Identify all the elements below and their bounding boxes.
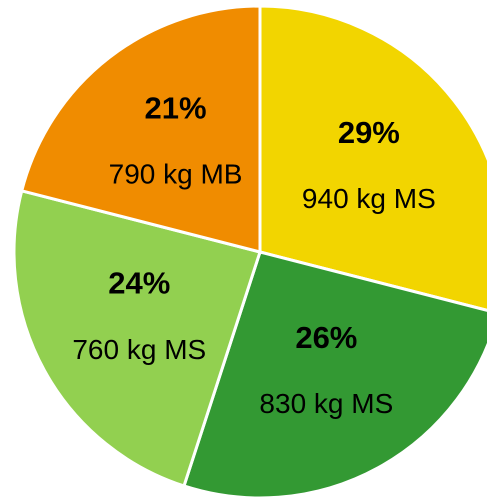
pie-slice <box>19 4 262 254</box>
slice-label: 790 kg MB <box>109 159 243 190</box>
slice-percent: 29% <box>338 115 400 150</box>
slice-percent: 26% <box>295 320 357 355</box>
slice-label: 940 kg MS <box>302 183 436 214</box>
pie-slice <box>182 250 487 497</box>
slice-percent: 24% <box>108 266 170 301</box>
slice-percent: 21% <box>145 90 207 125</box>
slice-label: 760 kg MS <box>72 334 206 365</box>
pie-slice <box>258 4 487 312</box>
slice-label: 830 kg MS <box>259 388 393 419</box>
pie-slice <box>12 188 262 488</box>
